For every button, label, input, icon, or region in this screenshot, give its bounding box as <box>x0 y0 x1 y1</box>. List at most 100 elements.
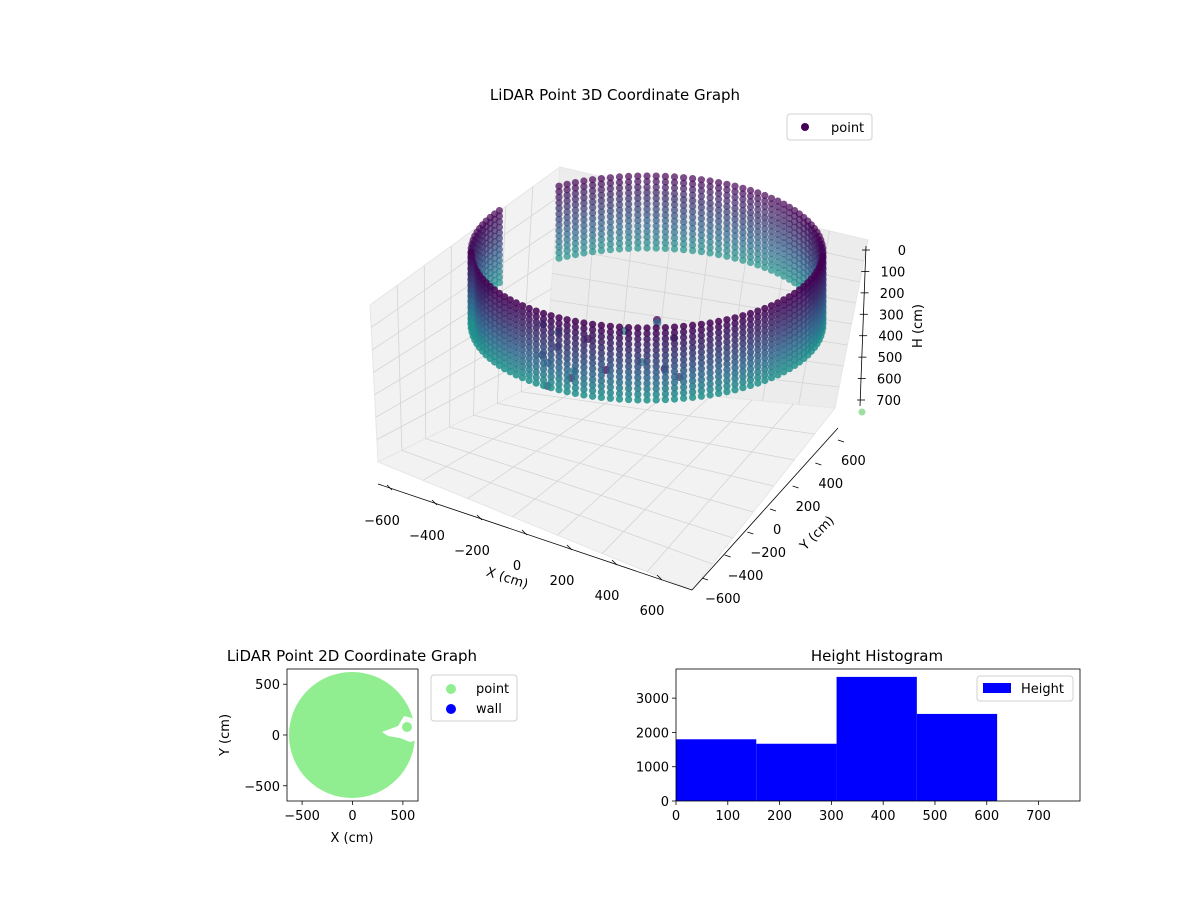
point-3d <box>606 372 615 380</box>
point-3d <box>731 336 739 344</box>
point-3d <box>661 324 670 332</box>
point-3d <box>723 252 731 260</box>
point-3d <box>563 388 571 396</box>
point-3d <box>697 237 706 245</box>
point-3d <box>495 262 503 270</box>
histogram-y-tick-label: 2000 <box>636 726 669 741</box>
point-3d <box>571 345 580 353</box>
point-3d <box>731 319 739 327</box>
point-3d <box>580 330 588 338</box>
point-3d <box>774 208 782 216</box>
point-3d <box>739 312 747 320</box>
point-3d <box>589 331 597 339</box>
point-3d <box>539 354 548 362</box>
point-3d <box>706 243 714 252</box>
point-3d <box>606 350 615 358</box>
point-3d <box>563 338 571 346</box>
point-3d <box>518 374 527 382</box>
point-3d <box>597 213 606 221</box>
point-3d <box>625 368 633 376</box>
point-3d <box>661 357 670 365</box>
point-3d <box>571 201 580 209</box>
point-3d <box>746 247 755 255</box>
point-3d <box>661 384 670 393</box>
point-3d <box>539 321 548 329</box>
point-3d <box>606 229 615 237</box>
y-tick-3d-label: −600 <box>705 592 741 607</box>
point-3d <box>661 233 670 241</box>
point-3d <box>767 261 776 269</box>
point-3d <box>731 380 739 388</box>
point-3d <box>555 243 563 251</box>
point-3d <box>652 357 660 365</box>
point-3d <box>680 394 688 402</box>
point-3d <box>539 315 548 323</box>
point-3d <box>555 193 563 201</box>
point-3d <box>731 221 739 229</box>
grid-3d-floor-line-x <box>557 395 711 536</box>
point-3d <box>761 197 769 205</box>
x-tick-3d-label: −600 <box>364 514 400 529</box>
point-3d <box>761 230 769 238</box>
point-3d <box>580 352 588 360</box>
point-3d <box>689 208 697 216</box>
point-3d <box>739 334 747 342</box>
point-3d <box>780 250 788 258</box>
point-3d <box>643 216 651 224</box>
point-3d <box>555 319 563 327</box>
point-3d <box>754 324 762 332</box>
point-3d <box>547 328 555 336</box>
point-3d <box>746 253 755 261</box>
point-3d <box>680 212 688 220</box>
point-3d <box>652 178 660 186</box>
point-3d <box>512 315 520 324</box>
point-3d <box>774 197 782 205</box>
point-3d <box>555 369 563 377</box>
point-3d <box>555 375 563 383</box>
point-3d <box>643 357 651 365</box>
point-3d <box>563 316 571 324</box>
point-3d <box>723 236 731 244</box>
point-3d <box>731 199 739 207</box>
point-3d <box>571 340 580 348</box>
point-3d <box>532 335 540 343</box>
point-3d <box>731 232 739 240</box>
point-3d <box>615 356 624 364</box>
y-tick-2d-label: 500 <box>255 678 280 693</box>
point-3d <box>563 236 571 244</box>
point-3d <box>532 313 540 321</box>
point-3d <box>571 195 580 203</box>
point-3d <box>547 334 555 342</box>
point-3d <box>680 389 688 397</box>
point-3d <box>532 379 540 387</box>
point-3d <box>563 186 571 194</box>
point-3d <box>512 360 520 368</box>
point-3d <box>785 304 794 312</box>
point-3d-outlier <box>858 408 866 416</box>
point-3d <box>746 198 755 206</box>
point-3d <box>652 352 660 360</box>
point-3d <box>754 206 762 214</box>
point-3d <box>495 207 503 215</box>
point-3d <box>652 324 660 332</box>
point-3d <box>780 368 788 376</box>
point-3d <box>761 219 769 227</box>
point-3d <box>506 362 514 370</box>
point-3d <box>715 179 723 187</box>
point-3d <box>785 359 794 367</box>
point-3d <box>780 346 788 354</box>
point-3d <box>539 348 548 356</box>
point-3d <box>495 267 503 276</box>
point-3d <box>723 247 731 255</box>
point-3d <box>739 240 747 248</box>
point-3d <box>532 357 540 365</box>
point-3d <box>785 298 794 306</box>
point-3d <box>739 245 747 253</box>
point-3d <box>597 388 606 396</box>
y-tick-2d-label: −500 <box>244 780 280 795</box>
point-3d <box>597 377 606 385</box>
point-3d <box>506 323 514 332</box>
point-3d <box>739 378 747 386</box>
point-3d <box>532 340 540 348</box>
point-3d <box>774 365 782 373</box>
